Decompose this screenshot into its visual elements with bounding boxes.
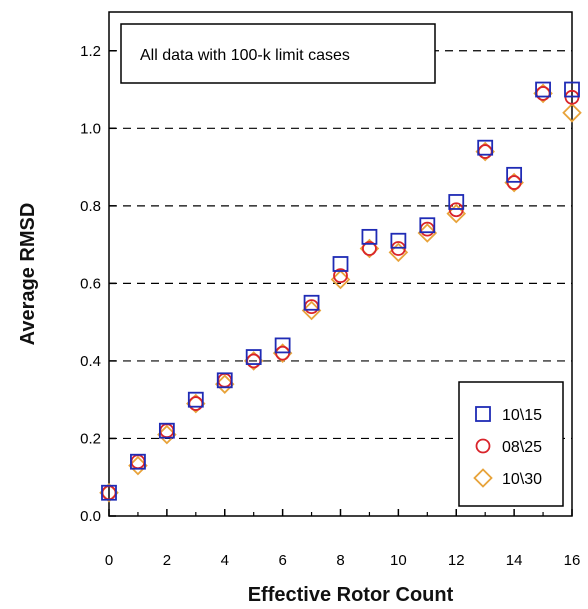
- y-axis-title: Average RMSD: [17, 203, 39, 346]
- data-point-square: [477, 139, 494, 156]
- y-tick-label: 0.4: [80, 353, 101, 370]
- data-point-square: [158, 422, 175, 439]
- data-point-square: [130, 453, 146, 470]
- data-point-square: [419, 217, 436, 234]
- legend-marker-diamond: [473, 468, 493, 488]
- x-tick-label: 4: [221, 552, 229, 569]
- data-point-square: [448, 194, 465, 210]
- data-point-square: [274, 337, 291, 354]
- legend-label: 10\15: [502, 407, 542, 424]
- x-tick-label: 2: [163, 552, 171, 569]
- legend-marker-square: [475, 406, 491, 422]
- data-point-square: [535, 81, 551, 98]
- data-point-square: [216, 372, 233, 389]
- y-tick-label: 1.0: [80, 120, 101, 137]
- y-tick-label: 0.6: [80, 275, 101, 292]
- data-point-square: [332, 256, 349, 272]
- annotation-frame: [120, 23, 436, 84]
- x-tick-label: 8: [336, 552, 344, 569]
- legend-marker-circle: [475, 438, 491, 454]
- y-tick-label: 0.8: [80, 198, 101, 215]
- data-point-circle: [535, 86, 551, 101]
- x-tick-label: 0: [105, 552, 113, 569]
- x-axis-title: Effective Rotor Count: [248, 584, 454, 606]
- data-point-square: [564, 81, 580, 98]
- annotation-box: All data with 100-k limit cases: [120, 23, 436, 84]
- grid-lines: [109, 50, 572, 440]
- y-tick-label: 1.2: [80, 43, 101, 60]
- data-point-square: [506, 166, 523, 183]
- data-point-circle: [362, 241, 377, 256]
- x-tick-label: 10: [390, 552, 407, 569]
- data-point-circle: [188, 396, 204, 411]
- data-point-circle: [333, 268, 348, 284]
- legend: 10\15 08\25 10\30: [458, 381, 564, 507]
- data-point-circle: [477, 144, 493, 159]
- legend-label: 08\25: [502, 439, 542, 456]
- legend-item: 10\15: [475, 406, 542, 424]
- y-tick-label: 0.2: [80, 430, 101, 447]
- data-point-diamond: [562, 103, 582, 123]
- x-tick-label: 6: [278, 552, 286, 569]
- data-point-square: [361, 228, 378, 245]
- legend-label: 10\30: [502, 471, 542, 488]
- data-point-square: [245, 349, 262, 365]
- data-point-square: [390, 232, 407, 249]
- data-point-square: [101, 484, 117, 501]
- x-tick-label: 16: [564, 552, 581, 569]
- data-point-square: [187, 391, 204, 408]
- data-points: [99, 81, 582, 503]
- axis-ticks: 0.0 0.2 0.4 0.6 0.8 1.0 1.2 0 2 4 6 8 10 12 14 16: [80, 43, 580, 569]
- legend-item: 08\25: [475, 438, 542, 456]
- annotation-text: All data with 100-k limit cases: [140, 47, 350, 64]
- y-tick-label: 0.0: [80, 508, 101, 525]
- x-tick-label: 14: [506, 552, 523, 569]
- legend-item: 10\30: [473, 468, 542, 488]
- data-point-square: [303, 294, 320, 311]
- x-tick-label: 12: [448, 552, 465, 569]
- series-square: [101, 81, 580, 501]
